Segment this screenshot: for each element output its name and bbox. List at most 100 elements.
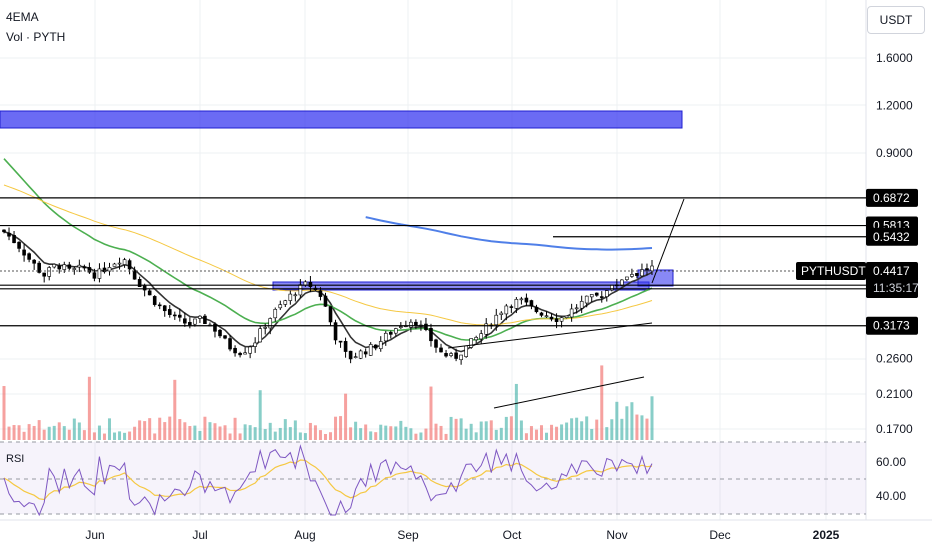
time-label: Aug: [294, 528, 315, 542]
volume-bar: [72, 418, 76, 440]
volume-bar: [349, 427, 353, 440]
rsi-tick: 40.00: [876, 489, 906, 503]
ema-long-line: [3, 184, 653, 326]
level-label-bg: [866, 188, 918, 207]
volume-bar: [434, 423, 438, 440]
volume-bar: [620, 418, 624, 440]
candle-body: [599, 296, 604, 298]
candle-body: [97, 268, 102, 279]
candle-body: [645, 268, 649, 271]
volume-bar: [580, 421, 584, 440]
candle-body: [584, 295, 589, 304]
volume-bar: [359, 428, 363, 440]
volume-bar: [469, 423, 473, 440]
volume-bar: [389, 426, 393, 440]
candle-body: [198, 315, 202, 319]
candle-body: [328, 306, 333, 323]
candle-body: [298, 284, 303, 296]
volume-bar: [364, 424, 368, 440]
volume-bar: [514, 383, 518, 440]
volume-bar: [595, 419, 599, 440]
candle-body: [378, 341, 383, 350]
candle-body: [464, 345, 468, 357]
volume-bar: [605, 427, 609, 440]
volume-bar: [173, 379, 177, 440]
volume-bar: [459, 418, 463, 440]
candle-body: [429, 328, 433, 342]
volume-bar: [585, 416, 589, 440]
volume-bar: [183, 422, 187, 440]
price-tick: 0.9000: [876, 146, 913, 160]
candle-body: [238, 352, 242, 356]
candle-body: [358, 350, 363, 359]
volume-bar: [263, 429, 267, 440]
volume-bar: [454, 418, 458, 440]
candle-body: [323, 295, 328, 307]
volume-bar: [208, 422, 212, 440]
candle-body: [17, 241, 21, 249]
trend-lines: [447, 198, 685, 409]
volume-bar: [444, 433, 448, 440]
volume-bar: [273, 431, 277, 440]
price-tick: 0.1700: [876, 422, 913, 436]
candle-body: [353, 356, 358, 358]
volume-bar: [354, 421, 358, 440]
horizontal-levels: 0.68720.58130.54320.40540.39660.3173PYTH…: [0, 188, 919, 335]
volume-bar: [323, 433, 327, 440]
time-label: Oct: [503, 528, 522, 542]
rsi-line: [3, 444, 653, 517]
candle-body: [449, 353, 453, 356]
volume-bar: [158, 417, 162, 440]
volume-bar: [429, 386, 433, 440]
volume-bar: [524, 433, 528, 440]
volume-bar: [32, 425, 36, 440]
candle-body: [258, 328, 262, 343]
volume-bar: [464, 428, 468, 440]
volume-bar: [288, 427, 292, 440]
candle-body: [288, 293, 293, 301]
time-label: Dec: [709, 528, 730, 542]
candle-body: [604, 290, 609, 297]
indicator-legend[interactable]: 4EMA: [6, 10, 39, 24]
candle-body: [233, 347, 237, 354]
candle-body: [268, 318, 273, 329]
candle-body: [137, 278, 142, 287]
candle-body: [534, 306, 539, 313]
volume-bar: [92, 432, 96, 440]
volume-bar: [37, 420, 41, 440]
candle-body: [434, 339, 438, 348]
volume-bar: [555, 426, 559, 440]
candle-body: [147, 290, 152, 296]
volume-bar: [293, 420, 297, 440]
time-label: Jun: [85, 528, 104, 542]
currency-button[interactable]: USDT: [867, 6, 925, 34]
price-tick: 1.6000: [876, 51, 913, 65]
candle-body: [82, 266, 87, 269]
volume-bar: [213, 423, 217, 440]
volume-bar: [278, 427, 282, 440]
volume-legend[interactable]: Vol · PYTH: [6, 30, 66, 44]
candle-body: [183, 318, 187, 324]
volume-bar: [62, 426, 66, 440]
candle-body: [188, 322, 192, 326]
candle-body: [574, 307, 579, 310]
candle-body: [484, 323, 489, 335]
candle-body: [414, 321, 418, 326]
candle-body: [549, 316, 554, 320]
volume-bar: [424, 428, 428, 440]
ema-200-line: [365, 216, 653, 251]
volume-bar: [67, 429, 71, 440]
volume-bar: [228, 433, 232, 440]
volume-bar: [303, 433, 307, 440]
volume-bar: [2, 386, 6, 440]
rsi-legend[interactable]: RSI: [6, 453, 25, 465]
level-label-bg: [866, 227, 918, 246]
volume-bar: [484, 421, 488, 440]
volume-bar: [243, 424, 247, 440]
candle-body: [253, 342, 257, 347]
candles: [2, 227, 654, 365]
volume-bar: [384, 425, 388, 440]
volume-bar: [529, 426, 533, 440]
candle-body: [504, 305, 509, 315]
